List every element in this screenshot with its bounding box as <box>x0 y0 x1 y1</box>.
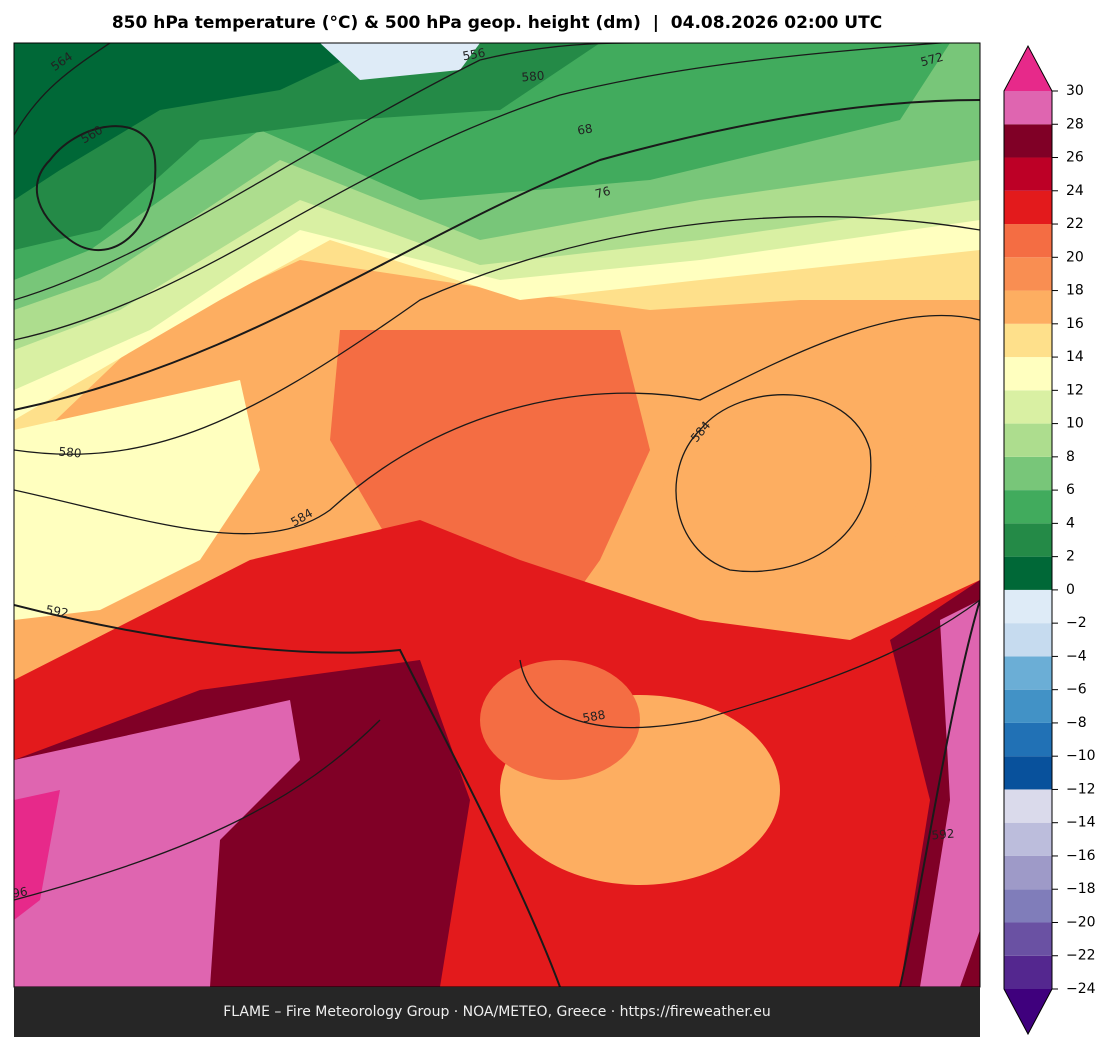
colorbar-bin <box>1004 955 1052 989</box>
title: 850 hPa temperature (°C) & 500 hPa geop.… <box>112 13 882 33</box>
colorbar-tick-label: −8 <box>1066 715 1087 731</box>
contour-label: 580 <box>58 445 82 461</box>
colorbar-bin <box>1004 789 1052 823</box>
colorbar-tick-label: −18 <box>1066 881 1096 897</box>
colorbar-bin <box>1004 257 1052 291</box>
field <box>920 600 980 987</box>
contour-label: 592 <box>931 827 955 843</box>
field <box>330 330 650 700</box>
colorbar-bin <box>1004 756 1052 790</box>
colorbar-tick-label: 12 <box>1066 382 1084 398</box>
colorbar-tick-label: −16 <box>1066 848 1096 864</box>
colorbar-tick-label: 20 <box>1066 249 1084 265</box>
contour-label: 76 <box>594 184 612 201</box>
colorbar-bin <box>1004 922 1052 956</box>
colorbar-bin <box>1004 390 1052 424</box>
colorbar-tick-label: −22 <box>1066 948 1096 964</box>
contour-label: 572 <box>919 50 945 69</box>
contour-label: 592 <box>45 603 70 621</box>
colorbar-tick-label: 30 <box>1066 83 1084 99</box>
colorbar-tick-label: 16 <box>1066 316 1084 332</box>
contour-label: 588 <box>581 708 606 726</box>
colorbar-bin <box>1004 556 1052 590</box>
colorbar-tick-label: −14 <box>1066 815 1096 831</box>
colorbar-bin <box>1004 855 1052 890</box>
colorbar: −24−22−20−18−16−14−12−10−8−6−4−202468101… <box>1003 44 1096 1036</box>
colorbar-tick-label: 4 <box>1066 515 1075 531</box>
colorbar-tick-label: 24 <box>1066 183 1084 199</box>
field <box>480 660 640 780</box>
colorbar-tick-label: −10 <box>1066 748 1096 764</box>
colorbar-tick-label: −6 <box>1066 682 1087 698</box>
colorbar-bin <box>1004 456 1052 491</box>
colorbar-bin <box>1004 323 1052 358</box>
footer: FLAME – Fire Meteorology Group · NOA/MET… <box>223 1004 771 1020</box>
colorbar-tick-label: −12 <box>1066 781 1096 797</box>
colorbar-tick-label: −2 <box>1066 615 1087 631</box>
field <box>14 700 300 987</box>
contour-label: 68 <box>576 121 593 137</box>
colorbar-bin <box>1004 190 1052 225</box>
colorbar-bin <box>1004 689 1052 723</box>
colorbar-bin <box>1004 91 1052 125</box>
footer-bar <box>14 987 980 1037</box>
colorbar-tick-label: 22 <box>1066 216 1084 232</box>
colorbar-bin <box>1004 822 1052 856</box>
colorbar-tick-label: 14 <box>1066 349 1084 365</box>
colorbar-tick-label: 2 <box>1066 549 1075 565</box>
colorbar-bin <box>1004 224 1052 258</box>
colorbar-tick-label: 6 <box>1066 482 1075 498</box>
colorbar-bin <box>1004 423 1052 457</box>
contour-label: 96 <box>11 884 28 900</box>
contours <box>14 43 980 987</box>
colorbar-tick-label: 18 <box>1066 283 1084 299</box>
colorbar-bin <box>1004 157 1052 191</box>
field <box>14 43 380 200</box>
field <box>320 43 480 80</box>
colorbar-bin <box>1004 589 1052 624</box>
field <box>14 790 60 920</box>
colorbar-tick-label: 26 <box>1066 150 1084 166</box>
colorbar-bin <box>1004 623 1052 657</box>
colorbar-under <box>1004 989 1052 1034</box>
colorbar-bin <box>1004 290 1052 324</box>
colorbar-over <box>1004 46 1052 91</box>
colorbar-tick-label: −20 <box>1066 914 1096 930</box>
colorbar-bin <box>1004 357 1052 391</box>
colorbar-tick-label: 28 <box>1066 116 1084 132</box>
colorbar-tick-label: 8 <box>1066 449 1075 465</box>
contour-label: 580 <box>521 69 545 85</box>
colorbar-tick-label: 0 <box>1066 582 1075 598</box>
field <box>660 400 940 580</box>
colorbar-bin <box>1004 889 1052 923</box>
colorbar-bin <box>1004 656 1052 690</box>
colorbar-bin <box>1004 490 1052 524</box>
colorbar-bin <box>1004 722 1052 757</box>
colorbar-tick-label: −24 <box>1066 981 1096 997</box>
colorbar-bin <box>1004 124 1052 158</box>
colorbar-tick-label: 10 <box>1066 416 1084 432</box>
colorbar-tick-label: −4 <box>1066 648 1087 664</box>
field <box>14 380 260 620</box>
colorbar-bin <box>1004 523 1052 557</box>
contour-label: 556 <box>461 46 486 64</box>
